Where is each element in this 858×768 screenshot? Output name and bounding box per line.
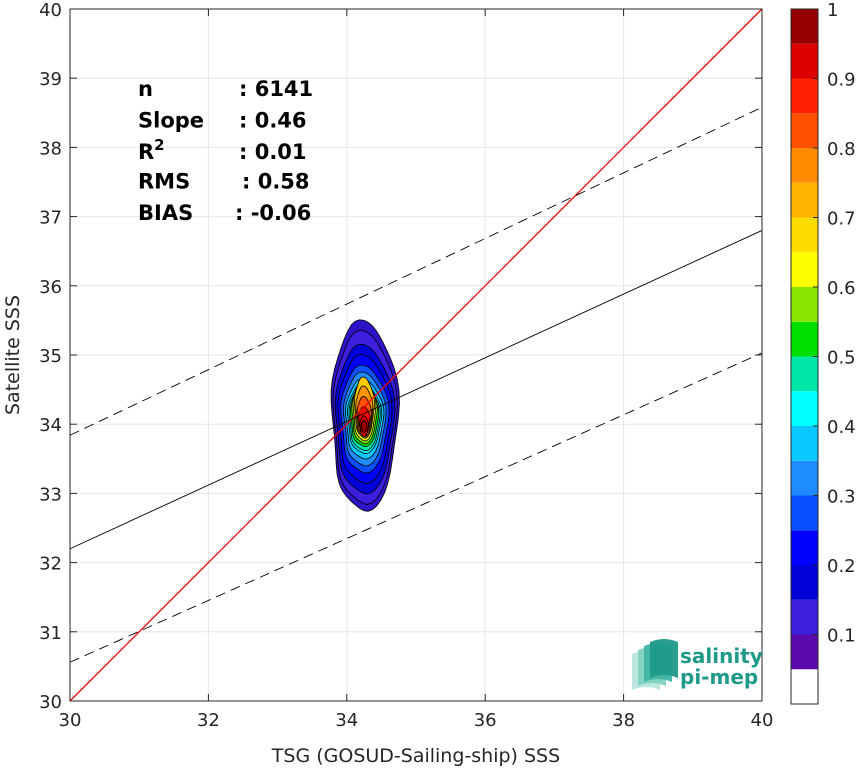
stat-value: : 0.46 — [239, 109, 307, 133]
stat-value: : 0.58 — [242, 170, 310, 194]
colorbar-band — [791, 460, 818, 496]
stat-value: : 6141 — [239, 77, 313, 101]
colorbar-band — [791, 113, 818, 148]
colorbar-band — [791, 182, 818, 218]
y-tick-label: 34 — [39, 415, 62, 436]
y-tick-label: 31 — [39, 623, 62, 644]
x-tick-label: 36 — [474, 710, 497, 731]
colorbar-band — [791, 426, 818, 461]
colorbar-band — [791, 148, 818, 183]
x-tick-label: 40 — [751, 710, 774, 731]
y-tick-label: 33 — [39, 484, 62, 505]
colorbar-band — [791, 217, 818, 253]
colorbar-band — [791, 669, 818, 704]
stat-label: BIAS — [138, 201, 193, 225]
colorbar-tick-label: 1 — [827, 0, 838, 21]
stat-label: R2 — [138, 136, 165, 164]
fit-lines — [69, 8, 763, 702]
x-tick-label: 30 — [59, 710, 82, 731]
y-tick-label: 40 — [39, 0, 62, 21]
colorbar-band — [791, 565, 818, 600]
stats-box: n : 6141 Slope : 0.46 R2 : 0.01 RMS : 0.58 BIAS:… — [138, 77, 313, 225]
stat-value: : -0.06 — [235, 201, 311, 225]
logo-text-line2: pi-mep — [680, 665, 758, 689]
colorbar-band — [791, 287, 818, 322]
y-tick-label: 39 — [39, 69, 62, 90]
y-tick-label: 37 — [39, 208, 62, 229]
lower-bound-line — [69, 352, 763, 663]
colorbar-band — [791, 43, 818, 79]
colorbar-band — [791, 634, 818, 670]
x-axis-label: TSG (GOSUD-Sailing-ship) SSS — [271, 745, 560, 767]
identity-line — [69, 8, 763, 702]
density-contour-level — [360, 420, 368, 433]
colorbar-band — [791, 530, 818, 565]
colorbar-tick-label: 0.9 — [827, 70, 856, 91]
logo-text-line1: salinity — [680, 644, 763, 668]
colorbar-band — [791, 9, 818, 44]
colorbar-band — [791, 599, 818, 635]
colorbar-band — [791, 495, 818, 531]
colorbar-tick-label: 0.3 — [827, 487, 856, 508]
y-tick-label: 30 — [39, 692, 62, 713]
x-tick-label: 38 — [612, 710, 635, 731]
y-tick-label: 35 — [39, 346, 62, 367]
colorbar-tick-label: 0.1 — [827, 626, 856, 647]
colorbar-band — [791, 252, 818, 287]
x-tick-label: 34 — [335, 710, 358, 731]
colorbar-band — [791, 321, 818, 357]
y-axis-label: Satellite SSS — [2, 295, 24, 415]
regression-line — [69, 230, 763, 550]
stat-label: RMS — [138, 170, 190, 194]
logo-wave-icon — [650, 639, 678, 678]
stat-superscript: 2 — [154, 136, 164, 154]
stat-value: : 0.01 — [239, 140, 307, 164]
colorbar-tick-label: 0.7 — [827, 209, 856, 230]
upper-bound-line — [69, 106, 763, 436]
colorbar-tick-label: 0.2 — [827, 556, 856, 577]
colorbar-tick-label: 0.4 — [827, 417, 856, 438]
colorbar-tick-label: 0.6 — [827, 278, 856, 299]
colorbar-band — [791, 356, 818, 392]
axis-ticks: 30 32 34 36 38 40 30 31 32 33 34 35 36 37 38 39 40 — [39, 0, 773, 731]
y-tick-label: 32 — [39, 554, 62, 575]
stat-label: Slope — [138, 109, 204, 133]
x-tick-label: 32 — [197, 710, 220, 731]
colorbar-band — [791, 78, 818, 114]
stat-label: n — [138, 77, 153, 101]
colorbar-tick-label: 0.5 — [827, 348, 856, 369]
colorbar-tick-label: 0.8 — [827, 139, 856, 160]
y-tick-label: 38 — [39, 138, 62, 159]
colorbar-band — [791, 391, 818, 426]
grid — [70, 9, 762, 701]
colorbar: 0.1 0.2 0.3 0.4 0.5 0.6 0.7 0.8 0.9 1 — [790, 0, 856, 705]
y-tick-label: 36 — [39, 277, 62, 298]
density-contours — [330, 319, 400, 512]
